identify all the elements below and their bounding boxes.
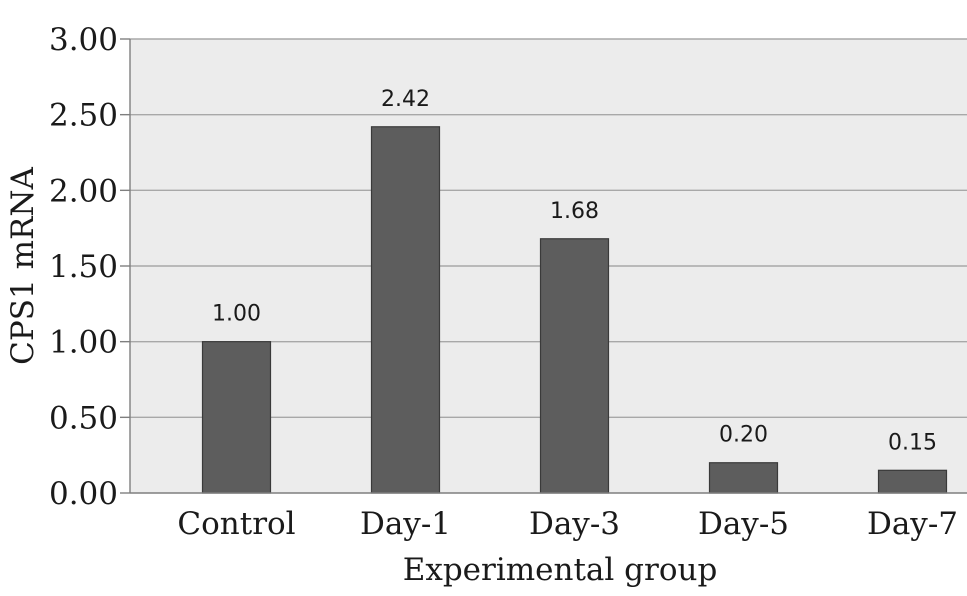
bar-value-label: 0.15 [888,430,937,455]
x-tick-label: Control [177,506,295,542]
bar [708,462,779,494]
y-tick-label: 2.50 [49,98,118,134]
bar [877,469,948,494]
bar-value-label: 1.00 [212,302,261,327]
x-axis-ticks: Control Day-1 Day-3 Day-5 Day-7 [177,506,958,542]
x-axis-label: Experimental group [403,552,718,588]
y-tick-label: 0.00 [49,476,118,512]
x-tick-label: Day-3 [529,506,620,542]
x-tick-label: Day-7 [867,506,958,542]
y-axis-label: CPS1 mRNA [5,167,41,365]
data-labels: 1.00 2.42 1.68 0.20 0.15 [212,87,937,456]
y-tick-label: 1.00 [49,325,118,361]
bar-value-label: 0.20 [719,423,768,448]
x-tick-label: Day-5 [698,506,789,542]
x-tick-label: Day-1 [360,506,451,542]
bar-value-label: 1.68 [550,199,599,224]
y-tick-label: 1.50 [49,249,118,285]
y-tick-label: 3.00 [49,22,118,58]
y-axis-ticks: 0.00 0.50 1.00 1.50 2.00 2.50 3.00 [49,22,130,512]
bars [201,126,948,494]
y-tick-label: 0.50 [49,400,118,436]
bar [539,238,610,494]
bar [201,341,272,494]
bar [370,126,441,494]
bar-value-label: 2.42 [381,87,430,112]
y-tick-label: 2.00 [49,173,118,209]
